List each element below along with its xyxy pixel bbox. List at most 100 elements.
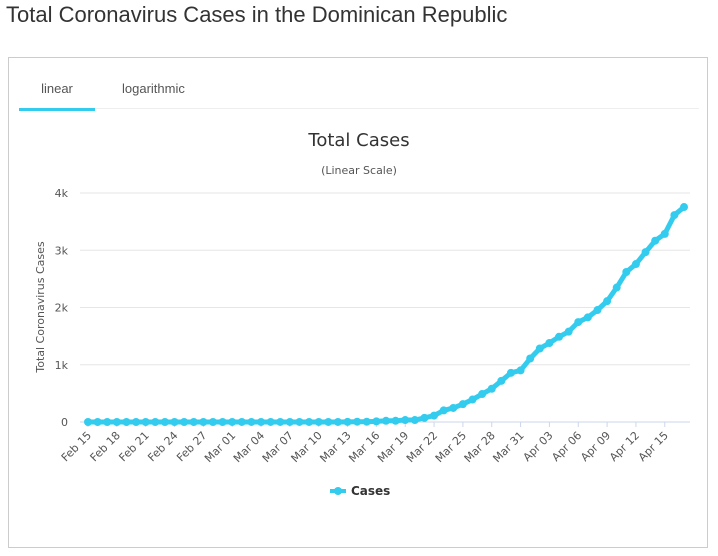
data-point [208,418,217,426]
data-point [410,416,419,425]
data-point [468,395,477,404]
y-tick-label: 0 [61,416,68,429]
data-point [391,416,400,425]
data-point [199,418,208,426]
x-tick-label: Feb 15 [59,429,94,464]
data-point [593,306,602,315]
data-point [218,418,227,426]
y-tick-label: 4k [55,187,69,200]
data-point [401,416,410,425]
x-tick-label: Mar 28 [462,429,498,465]
data-point [112,418,121,426]
data-point [458,400,467,409]
data-point [612,283,621,292]
data-point [420,413,429,422]
data-point [487,384,496,393]
data-point [314,417,323,426]
data-point [132,418,141,426]
data-point [93,418,102,426]
scale-tabs: linear logarithmic [19,76,699,111]
x-tick-label: Mar 19 [375,429,411,465]
series-line [88,205,686,425]
x-tick-label: Apr 09 [578,429,613,464]
data-point [151,418,160,426]
data-point [574,318,583,327]
tab-logarithmic[interactable]: logarithmic [122,81,185,96]
x-tick-label: Mar 16 [346,429,382,465]
chart-subtitle: (Linear Scale) [321,164,397,177]
data-point [660,229,669,238]
data-point [170,418,179,426]
x-tick-label: Mar 25 [433,429,469,465]
data-point [122,418,131,426]
x-tick-label: Mar 22 [404,429,440,465]
data-point [189,418,198,426]
x-tick-label: Feb 18 [88,429,123,464]
data-point [266,417,275,426]
x-tick-label: Mar 31 [490,429,526,465]
data-point [237,417,246,426]
data-point [680,203,688,212]
data-point [631,260,640,269]
y-tick-label: 1k [55,359,69,372]
data-point [333,417,342,426]
data-point [564,327,573,336]
data-point [651,236,660,245]
data-point [382,416,390,425]
data-point [641,248,650,257]
data-point [103,418,112,426]
data-point [343,417,352,426]
data-point [670,211,679,220]
x-tick-label: Mar 10 [289,429,325,465]
data-point [141,418,150,426]
data-point [430,411,439,420]
x-tick-label: Mar 01 [202,429,238,465]
data-point [603,297,612,306]
data-point [583,313,592,322]
data-point [305,417,314,426]
data-point [228,417,237,426]
page-title: Total Coronavirus Cases in the Dominican… [6,2,508,27]
x-tick-label: Apr 15 [636,429,671,464]
y-tick-label: 2k [55,302,69,315]
data-point [506,368,515,377]
chart-panel: linear logarithmic [8,57,708,548]
tab-linear[interactable]: linear [19,81,95,111]
data-point [276,417,285,426]
legend-marker [334,487,342,495]
data-point [449,403,458,412]
data-point [622,268,631,277]
data-point [372,417,381,426]
x-tick-label: Apr 03 [521,429,556,464]
x-tick-label: Mar 13 [317,429,353,465]
data-point [516,366,525,375]
data-point [160,418,169,426]
y-tick-label: 3k [55,244,69,257]
chart-title: Total Cases [307,130,409,151]
data-point [439,406,448,415]
x-tick-label: Feb 24 [145,429,180,464]
y-axis-title: Total Coronavirus Cases [34,241,47,374]
data-point [84,418,92,426]
x-tick-label: Mar 07 [260,429,296,465]
data-point [478,390,487,399]
data-point [180,418,189,426]
x-tick-label: Feb 21 [116,429,151,464]
data-point [247,417,256,426]
data-point [535,344,544,353]
data-point [324,417,333,426]
data-point [555,332,564,341]
x-tick-label: Mar 04 [231,429,267,465]
data-point [497,376,506,385]
x-tick-label: Apr 06 [549,429,584,464]
data-point [362,417,371,426]
data-point [295,417,304,426]
data-point [353,417,362,426]
data-point [545,338,554,347]
data-point [285,417,294,426]
data-point [526,354,535,363]
data-point [257,417,266,426]
x-tick-label: Apr 12 [607,429,642,464]
legend-label: Cases [351,484,390,498]
